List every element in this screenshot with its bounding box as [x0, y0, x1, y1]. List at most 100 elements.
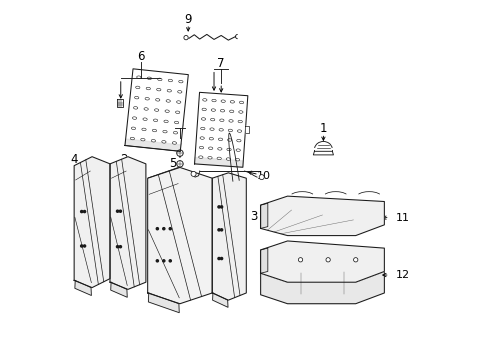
Ellipse shape — [226, 148, 231, 151]
Text: 7: 7 — [217, 57, 224, 70]
Polygon shape — [125, 69, 188, 151]
Circle shape — [191, 171, 196, 176]
Ellipse shape — [239, 101, 243, 104]
Ellipse shape — [174, 121, 178, 124]
Polygon shape — [110, 282, 127, 297]
Text: 1: 1 — [319, 122, 326, 135]
Ellipse shape — [203, 99, 206, 101]
Circle shape — [81, 245, 82, 247]
Ellipse shape — [236, 139, 241, 142]
Circle shape — [81, 211, 82, 213]
Ellipse shape — [130, 137, 134, 140]
Circle shape — [325, 258, 329, 262]
Ellipse shape — [155, 99, 160, 101]
Polygon shape — [212, 173, 246, 300]
Circle shape — [353, 258, 357, 262]
Ellipse shape — [228, 129, 232, 132]
Polygon shape — [147, 167, 212, 304]
Text: 4: 4 — [70, 153, 78, 166]
Ellipse shape — [172, 142, 176, 144]
Ellipse shape — [143, 108, 148, 110]
Polygon shape — [194, 92, 247, 167]
Ellipse shape — [211, 109, 215, 111]
Ellipse shape — [142, 118, 147, 121]
Polygon shape — [194, 157, 243, 167]
Polygon shape — [75, 280, 91, 296]
Ellipse shape — [131, 127, 135, 130]
Ellipse shape — [147, 77, 151, 80]
Polygon shape — [117, 99, 122, 107]
Ellipse shape — [152, 129, 156, 132]
Polygon shape — [260, 203, 267, 228]
Ellipse shape — [176, 101, 181, 103]
Text: 12: 12 — [395, 270, 409, 280]
Ellipse shape — [217, 157, 221, 160]
Circle shape — [220, 257, 222, 260]
Ellipse shape — [210, 118, 214, 121]
Ellipse shape — [220, 109, 224, 112]
Ellipse shape — [142, 128, 146, 131]
Ellipse shape — [167, 89, 171, 92]
Circle shape — [218, 229, 220, 231]
Ellipse shape — [178, 80, 183, 83]
Ellipse shape — [221, 100, 225, 103]
Circle shape — [259, 175, 264, 180]
Text: 5: 5 — [169, 157, 176, 170]
Circle shape — [169, 228, 171, 230]
Circle shape — [156, 228, 158, 230]
Text: 2: 2 — [121, 153, 128, 166]
Polygon shape — [125, 139, 181, 151]
Circle shape — [220, 229, 222, 231]
Ellipse shape — [141, 138, 145, 141]
Ellipse shape — [217, 148, 222, 150]
Ellipse shape — [211, 99, 216, 102]
Circle shape — [83, 245, 85, 247]
Ellipse shape — [164, 110, 169, 112]
Ellipse shape — [201, 118, 205, 120]
Polygon shape — [260, 196, 384, 235]
Circle shape — [119, 246, 121, 248]
Ellipse shape — [154, 109, 159, 111]
Ellipse shape — [175, 111, 180, 113]
Ellipse shape — [151, 139, 155, 142]
Text: 11: 11 — [395, 213, 408, 222]
Text: 3: 3 — [249, 211, 257, 224]
Text: 10: 10 — [257, 171, 271, 181]
Polygon shape — [148, 293, 179, 313]
Ellipse shape — [226, 158, 230, 160]
Circle shape — [176, 150, 183, 156]
Ellipse shape — [133, 107, 138, 109]
Ellipse shape — [236, 149, 240, 152]
Ellipse shape — [135, 86, 140, 89]
Circle shape — [163, 260, 164, 262]
Ellipse shape — [132, 117, 137, 120]
Ellipse shape — [227, 139, 231, 141]
Ellipse shape — [200, 127, 204, 130]
Ellipse shape — [200, 137, 204, 139]
Circle shape — [183, 36, 188, 40]
Ellipse shape — [177, 91, 182, 93]
Ellipse shape — [145, 98, 149, 100]
Ellipse shape — [153, 119, 158, 122]
Polygon shape — [212, 293, 227, 307]
Polygon shape — [260, 241, 384, 282]
Ellipse shape — [209, 138, 213, 140]
Ellipse shape — [137, 76, 141, 78]
Ellipse shape — [219, 129, 223, 131]
Ellipse shape — [237, 130, 241, 132]
Circle shape — [116, 246, 119, 248]
Polygon shape — [260, 248, 267, 273]
Circle shape — [220, 206, 222, 208]
Ellipse shape — [202, 108, 206, 111]
Ellipse shape — [229, 110, 233, 113]
Ellipse shape — [209, 128, 214, 130]
Polygon shape — [260, 271, 384, 304]
Text: 6: 6 — [137, 50, 144, 63]
Ellipse shape — [238, 111, 243, 113]
Ellipse shape — [207, 157, 212, 159]
Ellipse shape — [198, 156, 203, 158]
Ellipse shape — [218, 138, 222, 141]
Ellipse shape — [134, 96, 139, 99]
Ellipse shape — [162, 140, 166, 143]
Ellipse shape — [158, 78, 162, 81]
